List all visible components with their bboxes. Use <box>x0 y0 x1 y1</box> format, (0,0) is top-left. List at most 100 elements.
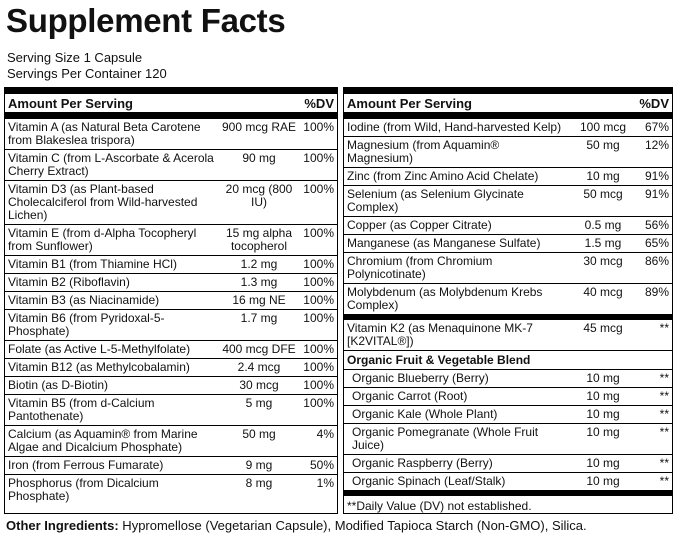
nutrient-amount: 15 mg alpha tocopherol <box>225 226 293 253</box>
nutrient-row: Vitamin B6 (from Pyridoxal-5-Phosphate) 1… <box>5 309 337 340</box>
nutrient-row: Magnesium (from Aquamin® Magnesium) 50 mg… <box>344 136 672 167</box>
nutrient-amount: 50 mg <box>242 427 276 441</box>
nutrient-name: Iron (from Ferrous Fumarate) <box>8 458 164 472</box>
nutrient-name: Magnesium (from Aquamin® Magnesium) <box>347 138 500 165</box>
nutrient-amount: 10 mg <box>586 425 620 439</box>
nutrient-amount: 50 mcg <box>583 187 623 201</box>
nutrient-row: Vitamin C (from L-Ascorbate & Acerola Ch… <box>5 149 337 180</box>
table-header: Amount Per Serving %DV <box>5 94 337 118</box>
table-header: Amount Per Serving %DV <box>344 94 672 118</box>
nutrient-name: Vitamin B3 (as Niacinamide) <box>8 293 160 307</box>
nutrient-row: Vitamin B12 (as Methylcobalamin) 2.4 mcg 1… <box>5 358 337 376</box>
nutrient-name: Zinc (from Zinc Amino Acid Chelate) <box>347 169 539 183</box>
nutrient-amount: 30 mcg <box>583 254 623 268</box>
nutrient-row: Calcium (as Aquamin® from Marine Algae a… <box>5 425 337 456</box>
right-panel: Amount Per Serving %DV Iodine (from Wild, … <box>343 87 673 514</box>
nutrient-row: Molybdenum (as Molybdenum Krebs Complex)… <box>344 283 672 314</box>
nutrient-dv: ** <box>659 371 669 385</box>
nutrient-name: Phosphorus (from Dicalcium Phosphate) <box>8 476 159 503</box>
nutrient-amount: 10 mg <box>586 456 620 470</box>
nutrient-dv: ** <box>659 474 669 488</box>
nutrient-row: Organic Raspberry (Berry) 10 mg ** <box>344 454 672 472</box>
nutrient-name: Folate (as Active L-5-Methylfolate) <box>8 342 191 356</box>
nutrient-row: Vitamin K2 (as Menaquinone MK-7 [K2VITAL… <box>344 314 672 350</box>
nutrient-row: Vitamin B3 (as Niacinamide) 16 mg NE 100% <box>5 291 337 309</box>
header-amount: Amount Per Serving <box>347 96 472 111</box>
nutrient-dv: 4% <box>316 427 334 441</box>
nutrient-amount: 50 mg <box>586 138 620 152</box>
serving-size: Serving Size 1 Capsule <box>7 50 143 65</box>
nutrient-row: Organic Pomegranate (Whole Fruit Juice) 1… <box>344 423 672 454</box>
nutrient-row: Folate (as Active L-5-Methylfolate) 400 m… <box>5 340 337 358</box>
nutrient-dv: 100% <box>303 120 334 134</box>
nutrient-dv: 1% <box>316 476 334 490</box>
nutrient-dv: 100% <box>303 226 334 240</box>
nutrient-amount: 9 mg <box>245 458 273 472</box>
nutrient-row: Vitamin B2 (Riboflavin) 1.3 mg 100% <box>5 273 337 291</box>
nutrient-dv: 100% <box>303 311 334 325</box>
nutrient-row: Zinc (from Zinc Amino Acid Chelate) 10 mg… <box>344 167 672 185</box>
nutrient-name: Organic Blueberry (Berry) <box>352 371 489 385</box>
nutrient-row: Vitamin B1 (from Thiamine HCl) 1.2 mg 100% <box>5 255 337 273</box>
nutrient-amount: 45 mcg <box>583 321 623 335</box>
left-panel: Amount Per Serving %DV Vitamin A (as Natur… <box>4 87 338 514</box>
nutrient-row: Selenium (as Selenium Glycinate Complex)… <box>344 185 672 216</box>
nutrient-amount: 90 mg <box>242 151 276 165</box>
nutrient-dv: 50% <box>309 458 334 472</box>
nutrient-name: Organic Raspberry (Berry) <box>352 456 493 470</box>
nutrient-row: Organic Carrot (Root) 10 mg ** <box>344 387 672 405</box>
nutrient-amount: 1.5 mg <box>584 236 622 250</box>
nutrient-name: Vitamin B5 (from d-Calcium Pantothenate) <box>8 396 155 423</box>
nutrient-amount: 900 mcg RAE <box>221 120 297 134</box>
nutrient-amount: 10 mg <box>586 407 620 421</box>
nutrient-row: Copper (as Copper Citrate) 0.5 mg 56% <box>344 216 672 234</box>
nutrient-amount: 8 mg <box>245 476 273 490</box>
nutrient-name: Organic Pomegranate (Whole Fruit Juice) <box>352 425 539 452</box>
nutrient-amount: 16 mg NE <box>232 293 286 307</box>
nutrient-amount: 10 mg <box>586 169 620 183</box>
nutrient-row: Organic Spinach (Leaf/Stalk) 10 mg ** <box>344 472 672 490</box>
nutrient-row: Organic Kale (Whole Plant) 10 mg ** <box>344 405 672 423</box>
nutrient-dv: 100% <box>303 396 334 410</box>
nutrient-row: Biotin (as D-Biotin) 30 mcg 100% <box>5 376 337 394</box>
footnote: **Daily Value (DV) not established. <box>344 490 672 517</box>
nutrient-amount: 10 mg <box>586 371 620 385</box>
nutrient-dv: 100% <box>303 293 334 307</box>
nutrient-amount: 2.4 mcg <box>237 360 281 374</box>
nutrient-name: Vitamin K2 (as Menaquinone MK-7 [K2VITAL… <box>347 321 533 348</box>
nutrient-dv: ** <box>659 425 669 439</box>
nutrient-dv: 65% <box>644 236 669 250</box>
nutrient-row: Vitamin E (from d-Alpha Tocopheryl from … <box>5 224 337 255</box>
nutrient-dv: 67% <box>644 120 669 134</box>
nutrient-amount: 10 mg <box>586 389 620 403</box>
nutrient-name: Selenium (as Selenium Glycinate Complex) <box>347 187 524 214</box>
header-dv: %DV <box>304 96 334 111</box>
nutrient-dv: 100% <box>303 360 334 374</box>
nutrient-dv: 100% <box>303 151 334 165</box>
nutrient-dv: 56% <box>644 218 669 232</box>
nutrient-name: Iodine (from Wild, Hand-harvested Kelp) <box>347 120 562 134</box>
nutrient-dv: 89% <box>644 285 669 299</box>
nutrient-name: Vitamin A (as Natural Beta Carotene from… <box>8 120 201 147</box>
nutrient-amount: 1.3 mg <box>240 275 278 289</box>
nutrient-dv: ** <box>659 407 669 421</box>
other-ingredients: Other Ingredients: Hypromellose (Vegetar… <box>6 518 587 533</box>
nutrient-amount: 400 mcg DFE <box>222 342 296 356</box>
nutrient-name: Organic Carrot (Root) <box>352 389 468 403</box>
header-amount: Amount Per Serving <box>8 96 133 111</box>
nutrient-amount: 20 mcg (800 IU) <box>225 182 293 209</box>
nutrient-name: Organic Spinach (Leaf/Stalk) <box>352 474 506 488</box>
nutrient-row: Phosphorus (from Dicalcium Phosphate) 8 m… <box>5 474 337 505</box>
nutrient-dv: ** <box>659 321 669 335</box>
nutrient-row: Manganese (as Manganese Sulfate) 1.5 mg 65… <box>344 234 672 252</box>
nutrient-row: Vitamin D3 (as Plant-based Cholecalcifer… <box>5 180 337 224</box>
nutrient-dv: 100% <box>303 275 334 289</box>
nutrient-dv: 91% <box>644 187 669 201</box>
nutrient-name: Vitamin B1 (from Thiamine HCl) <box>8 257 177 271</box>
nutrient-dv: 100% <box>303 342 334 356</box>
nutrient-name: Chromium (from Chromium Polynicotinate) <box>347 254 493 281</box>
nutrient-amount: 1.7 mg <box>240 311 278 325</box>
nutrient-name: Manganese (as Manganese Sulfate) <box>347 236 541 250</box>
title: Supplement Facts <box>6 2 286 39</box>
